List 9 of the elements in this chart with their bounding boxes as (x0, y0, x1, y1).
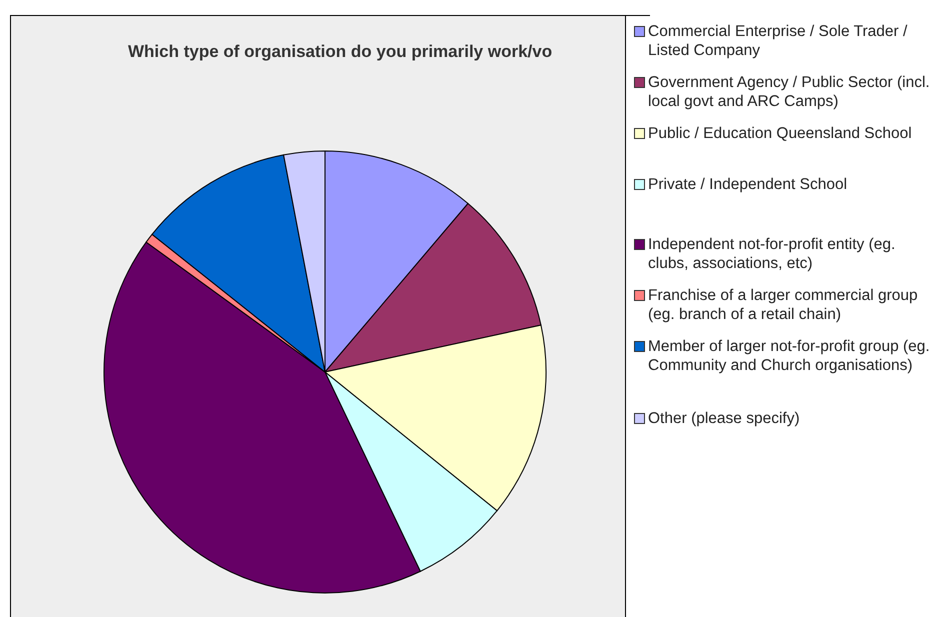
legend-label: Public / Education Queensland School (648, 124, 912, 143)
legend-label: Other (please specify) (648, 409, 800, 428)
legend-label: Private / Independent School (648, 175, 848, 194)
text: Which type of organisation do you primarily work/vo (128, 42, 552, 62)
legend-label: Commercial Enterprise / Sole Trader / Listed Company (648, 22, 908, 60)
legend-label: Franchise of a larger commercial group (eg. branch of a retail chain) (648, 286, 919, 324)
legend-label: Member of larger not-for-profit group (eg. Community and Church organisations) (648, 337, 931, 375)
legend-label: Government Agency / Public Sector (incl. local govt and ARC Camps) (648, 73, 931, 111)
legend-label: Independent not-for-profit entity (eg. clubs, associations, etc) (648, 235, 896, 273)
